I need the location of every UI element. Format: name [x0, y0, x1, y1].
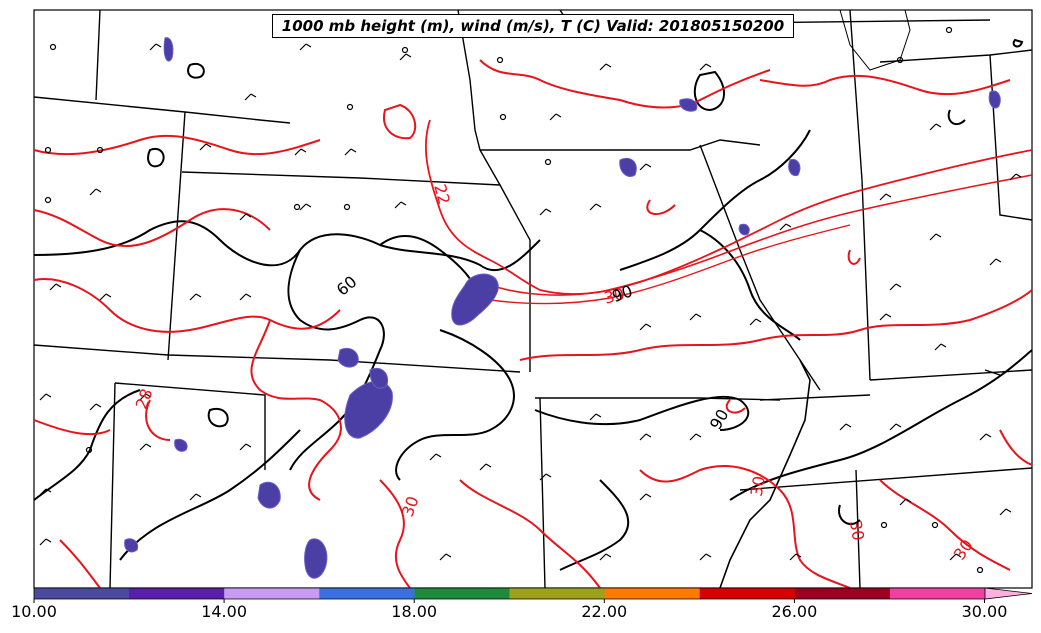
colorbar-segment — [889, 588, 986, 599]
colorbar-segment — [699, 588, 796, 599]
colorbar — [33, 587, 1033, 603]
colorbar-tick-label: 18.00 — [391, 602, 438, 621]
colorbar-segment — [604, 588, 701, 599]
map-title: 1000 mb height (m), wind (m/s), T (C) Va… — [272, 14, 794, 38]
temp-label-30-c: 30 — [846, 519, 868, 542]
colorbar-tick-label: 10.00 — [11, 602, 57, 621]
colorbar-segment — [224, 588, 320, 599]
calm-wind-markers — [44, 26, 984, 574]
shaded-regions — [124, 37, 1001, 579]
colorbar-tick-label: 14.00 — [201, 602, 247, 621]
temperature-contours — [33, 59, 1033, 589]
height-contours — [33, 38, 1033, 571]
temp-label-30-e: 30 — [602, 284, 627, 308]
temp-label-30-b: 30 — [747, 474, 769, 497]
colorbar-segment — [319, 588, 415, 599]
map-frame — [33, 9, 1033, 589]
temp-label-22: 22 — [430, 182, 454, 207]
colorbar-segment — [129, 588, 225, 599]
colorbar-segment — [509, 588, 606, 599]
colorbar-segment — [794, 588, 891, 599]
colorbar-tick-label: 22.00 — [581, 602, 628, 621]
colorbar-extend-arrow — [984, 587, 1033, 600]
colorbar-tick-label: 30.00 — [961, 602, 1008, 621]
colorbar-outline — [33, 587, 985, 600]
colorbar-segment — [414, 588, 510, 599]
wind-barbs — [39, 43, 1022, 561]
colorbar-tick-label: 26.00 — [771, 602, 818, 621]
colorbar-segment — [34, 588, 130, 599]
